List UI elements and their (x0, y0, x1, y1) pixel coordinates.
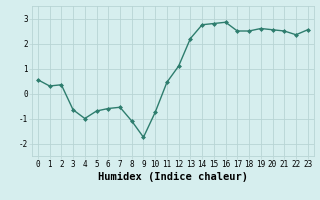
X-axis label: Humidex (Indice chaleur): Humidex (Indice chaleur) (98, 172, 248, 182)
